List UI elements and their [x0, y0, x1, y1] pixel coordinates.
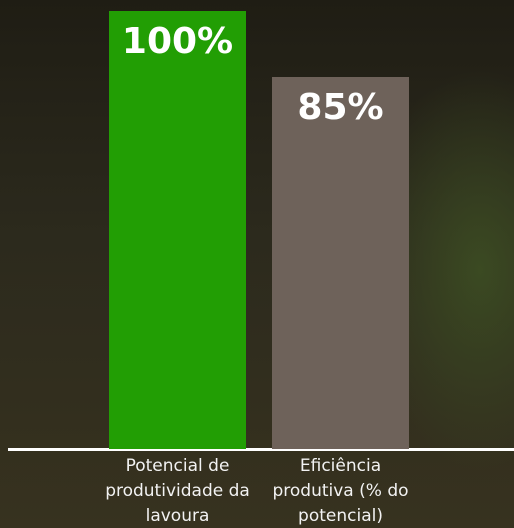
bar	[272, 76, 409, 449]
bar	[109, 11, 246, 449]
x-tick-label: Potencial de produtividade da lavoura	[105, 456, 250, 526]
x-tick-label: Eficiência produtiva (% do potencial)	[272, 456, 409, 526]
value-label: 100%	[121, 21, 234, 62]
value-label: 85%	[297, 86, 384, 128]
baseline	[8, 448, 514, 451]
